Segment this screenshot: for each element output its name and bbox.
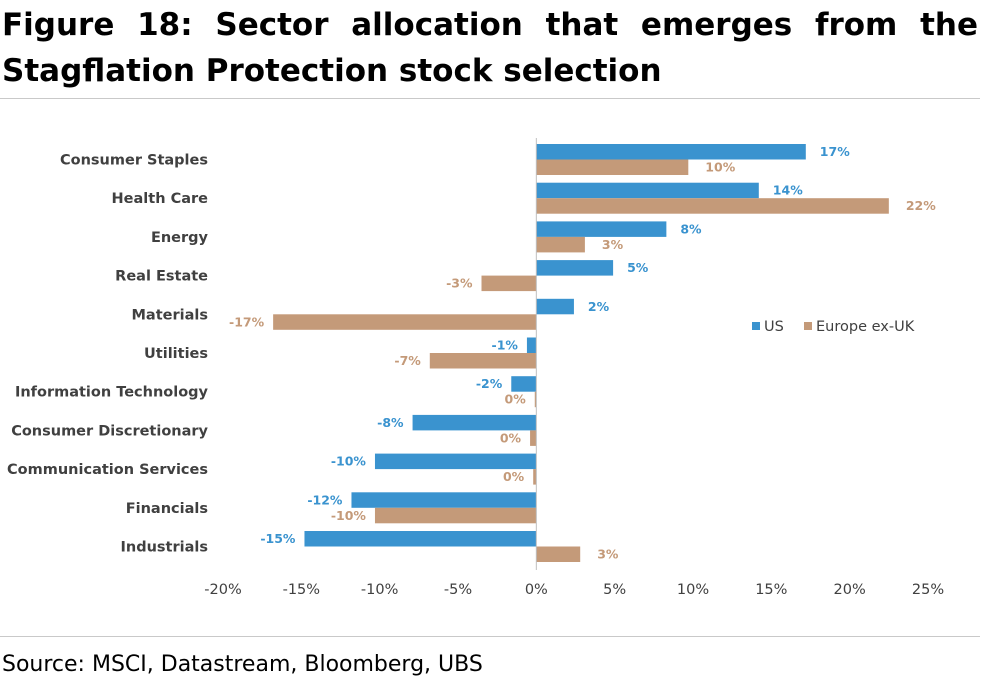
bar-us-real-estate	[536, 260, 614, 276]
x-tick-label: 0%	[525, 582, 548, 598]
data-label-us-energy: 8%	[680, 221, 702, 236]
category-label-real-estate: Real Estate	[115, 269, 208, 285]
bar-us-consumer-staples	[536, 144, 806, 160]
x-tick-label: 10%	[677, 582, 709, 598]
bottom-divider	[0, 636, 980, 637]
x-tick-label: 25%	[912, 582, 944, 598]
x-tick-label: -20%	[204, 582, 241, 598]
bar-europe-ex-uk-energy	[536, 236, 585, 253]
bar-us-consumer-discretionary	[412, 414, 537, 431]
x-axis: -20% -15% -10% -5% 0% 5% 10% 15% 20% 25%	[204, 138, 944, 598]
data-label-us-materials: 2%	[588, 299, 610, 314]
bar-europe-ex-uk-utilities	[429, 353, 537, 369]
category-label-energy: Energy	[151, 230, 209, 246]
data-label-europe-ex-uk-real-estate: -3%	[446, 276, 473, 291]
data-label-us-real-estate: 5%	[627, 260, 649, 275]
category-label-materials: Materials	[132, 307, 209, 323]
data-label-us-consumer-staples: 17%	[820, 144, 850, 159]
bar-europe-ex-uk-consumer-staples	[536, 159, 689, 175]
x-tick-label: 20%	[834, 582, 866, 598]
legend-swatch-us	[752, 322, 760, 330]
category-label-industrials: Industrials	[121, 540, 209, 556]
legend-label-europe-ex-uk: Europe ex-UK	[816, 319, 915, 335]
data-label-us-health-care: 14%	[773, 183, 803, 198]
bar-europe-ex-uk-information-technology	[534, 391, 537, 408]
bar-us-health-care	[536, 182, 759, 199]
bar-europe-ex-uk-materials	[273, 314, 537, 330]
data-label-europe-ex-uk-materials: -17%	[229, 314, 265, 329]
bar-us-communication-services	[374, 453, 537, 470]
data-label-us-utilities: -1%	[492, 338, 519, 353]
x-tick-label: 5%	[603, 582, 626, 598]
category-label-communication-services: Communication Services	[7, 462, 208, 478]
data-label-us-information-technology: -2%	[476, 376, 503, 391]
data-label-us-consumer-discretionary: -8%	[377, 415, 404, 430]
category-label-consumer-staples: Consumer Staples	[60, 153, 208, 169]
bar-europe-ex-uk-industrials	[536, 546, 581, 562]
data-label-europe-ex-uk-communication-services: 0%	[503, 469, 525, 484]
bar-europe-ex-uk-health-care	[536, 198, 889, 214]
data-label-europe-ex-uk-consumer-staples: 10%	[705, 160, 735, 175]
data-label-us-financials: -12%	[307, 492, 343, 507]
figure-title: Figure 18: Sector allocation that emerge…	[2, 7, 978, 89]
category-labels: Consumer Staples Health Care Energy Real Es…	[7, 153, 209, 556]
category-label-information-technology: Information Technology	[15, 385, 209, 401]
x-tick-label: -10%	[361, 582, 398, 598]
data-label-us-industrials: -15%	[260, 531, 296, 546]
data-label-europe-ex-uk-information-technology: 0%	[505, 392, 527, 407]
bar-us-industrials	[304, 531, 537, 547]
category-label-utilities: Utilities	[144, 346, 208, 362]
category-label-financials: Financials	[126, 501, 208, 517]
data-label-europe-ex-uk-industrials: 3%	[597, 547, 619, 562]
bar-us-energy	[536, 221, 667, 237]
legend-label-us: US	[764, 319, 784, 335]
legend-swatch-europe-ex-uk	[804, 322, 812, 330]
legend: US Europe ex-UK	[752, 319, 915, 335]
bar-us-financials	[351, 492, 537, 508]
bar-us-utilities	[526, 337, 537, 353]
category-label-health-care: Health Care	[112, 191, 209, 207]
data-label-europe-ex-uk-utilities: -7%	[394, 353, 421, 368]
source-note: Source: MSCI, Datastream, Bloomberg, UBS	[2, 652, 483, 677]
bar-europe-ex-uk-communication-services	[533, 469, 537, 485]
x-tick-label: -15%	[283, 582, 320, 598]
x-tick-label: -5%	[444, 582, 472, 598]
bar-europe-ex-uk-consumer-discretionary	[530, 430, 537, 446]
bars-layer	[273, 144, 889, 562]
bar-us-materials	[536, 298, 574, 315]
top-divider	[0, 98, 980, 99]
data-label-europe-ex-uk-energy: 3%	[602, 237, 624, 252]
category-label-consumer-discretionary: Consumer Discretionary	[11, 423, 208, 439]
bar-europe-ex-uk-real-estate	[481, 275, 537, 292]
sector-allocation-bar-chart: -20% -15% -10% -5% 0% 5% 10% 15% 20% 25% Consumer…	[7, 138, 944, 598]
data-label-europe-ex-uk-health-care: 22%	[906, 198, 936, 213]
bar-us-information-technology	[511, 376, 537, 392]
data-labels: 17%10%14%22%8%3%5%-3%2%-17%-1%-7%-2%0%-8…	[229, 144, 936, 562]
data-label-europe-ex-uk-financials: -10%	[331, 508, 367, 523]
data-label-europe-ex-uk-consumer-discretionary: 0%	[500, 430, 522, 445]
x-tick-label: 15%	[755, 582, 787, 598]
data-label-us-communication-services: -10%	[331, 454, 367, 469]
bar-europe-ex-uk-financials	[374, 507, 537, 524]
